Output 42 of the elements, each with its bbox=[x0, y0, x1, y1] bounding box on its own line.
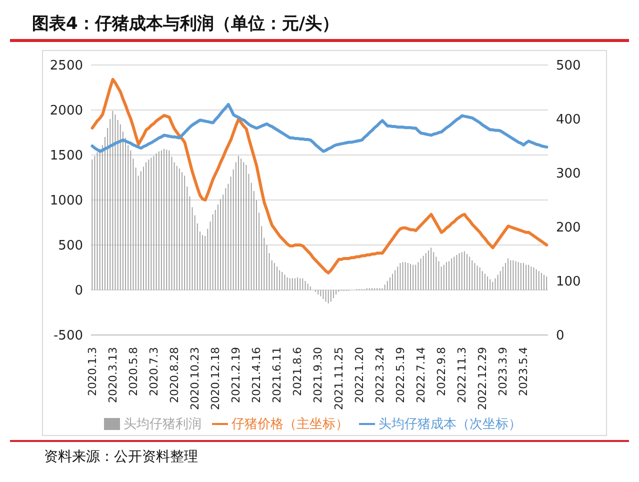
x-tick-label: 2022.11.3 bbox=[455, 347, 468, 403]
y-tick-label: 500 bbox=[58, 238, 83, 254]
x-tick-label: 2022.7.14 bbox=[414, 347, 428, 403]
x-tick-label: 2020.1.3 bbox=[86, 347, 99, 396]
text: 资料来源：公开资料整理 bbox=[43, 448, 199, 466]
x-tick-label: 2023.3.9 bbox=[496, 347, 510, 396]
y2-tick-label: 100 bbox=[556, 274, 581, 290]
legend-label: 头均仔猪利润 bbox=[124, 417, 202, 432]
y-tick-label: 0 bbox=[74, 284, 83, 299]
x-tick-label: 2020.10.23 bbox=[188, 347, 202, 410]
line-series bbox=[90, 102, 548, 153]
x-tick-label: 2020.5.8 bbox=[126, 347, 140, 396]
legend-label: 头均仔猪成本（次坐标） bbox=[378, 417, 522, 432]
x-tick-label: 2022.12.29 bbox=[476, 347, 490, 410]
chart-title: 图表4：仔猪成本与利润（单位：元/头） bbox=[31, 13, 340, 36]
x-tick-label: 2020.12.18 bbox=[209, 347, 222, 410]
y2-tick-label: 0 bbox=[556, 328, 564, 344]
x-tick-label: 2023.5.4 bbox=[517, 347, 530, 396]
x-tick-label: 2020.8.28 bbox=[168, 347, 181, 403]
y2-tick-label: 400 bbox=[556, 112, 581, 128]
x-tick-label: 2021.8.6 bbox=[291, 347, 304, 396]
x-tick-label: 2021.11.25 bbox=[332, 347, 346, 410]
x-tick-label: 2021.6.11 bbox=[270, 347, 284, 403]
x-tick-label: 2020.3.13 bbox=[106, 347, 120, 403]
legend-label: 仔猪价格（主坐标） bbox=[232, 417, 348, 432]
y-tick-label: 1000 bbox=[50, 194, 83, 209]
y-tick-label: 2500 bbox=[50, 58, 83, 74]
x-tick-label: 2022.9.8 bbox=[434, 347, 448, 396]
x-tick-label: 2021.4.16 bbox=[250, 347, 264, 403]
x-tick-label: 2022.3.24 bbox=[373, 347, 386, 403]
y-tick-label: 2000 bbox=[50, 104, 83, 119]
x-tick-label: 2021.9.30 bbox=[312, 347, 325, 403]
x-tick-label: 2021.2.19 bbox=[230, 347, 243, 403]
x-tick-label: 2022.1.20 bbox=[352, 347, 366, 403]
y2-tick-label: 200 bbox=[556, 220, 581, 236]
x-tick-label: 2020.7.3 bbox=[147, 347, 160, 396]
x-tick-label: 2022.5.19 bbox=[394, 347, 407, 403]
y-tick-label: -500 bbox=[53, 328, 83, 344]
y2-tick-label: 500 bbox=[556, 58, 581, 74]
y-tick-label: 1500 bbox=[50, 148, 83, 164]
line-series bbox=[90, 78, 548, 274]
y2-tick-label: 300 bbox=[556, 166, 581, 182]
